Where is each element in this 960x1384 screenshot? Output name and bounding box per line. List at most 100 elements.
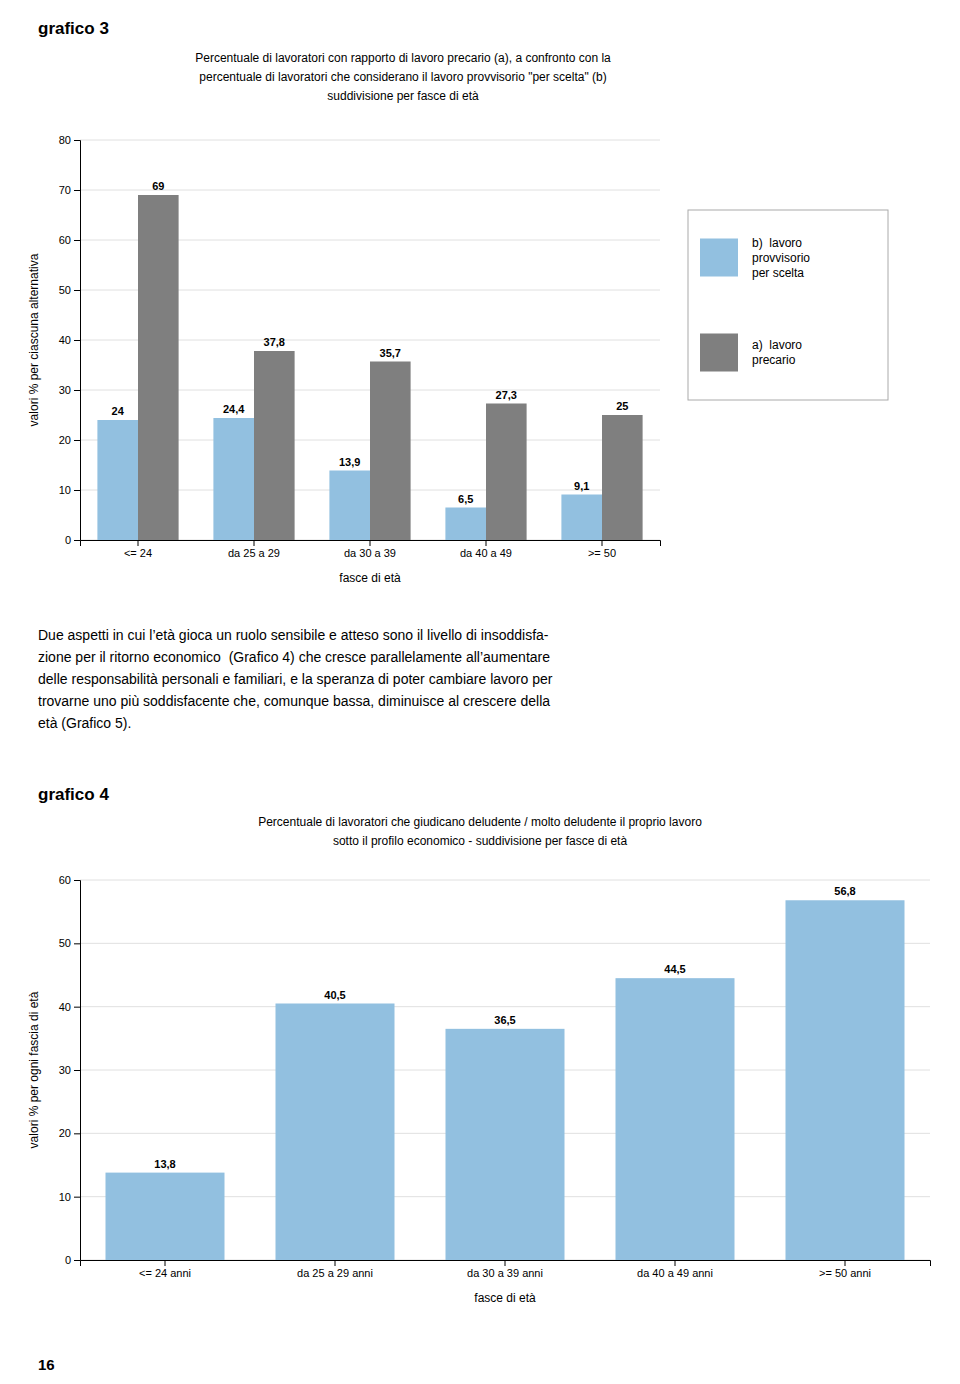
tick-label: 0 [65, 1254, 71, 1266]
tick: 10 [59, 484, 80, 496]
bars [97, 195, 642, 540]
tick-label: 20 [59, 1127, 71, 1139]
tick: 30 [59, 384, 80, 396]
tick-mark [74, 1197, 80, 1198]
tick-label: 60 [59, 234, 71, 246]
tick-mark [74, 540, 80, 541]
y-axis-title: valori % per ciascuna alternativa [27, 253, 41, 426]
tick-mark [74, 240, 80, 241]
tick-label: 40 [59, 334, 71, 346]
page: grafico 3 Percentuale di lavoratori con r… [0, 0, 960, 1384]
chart-label: grafico 3 [38, 19, 109, 38]
data-label: 24 [112, 405, 125, 417]
tick-mark [74, 1133, 80, 1134]
tick: 60 [59, 874, 80, 886]
text-line: delle responsabilità personali e familia… [38, 671, 553, 687]
tick-mark [74, 390, 80, 391]
tick: da 40 a 49 anni [637, 1260, 713, 1279]
text-line: percentuale di lavoratori che consideran… [199, 70, 606, 84]
tick-mark [74, 1260, 80, 1261]
bar [445, 508, 486, 541]
data-label: 27,3 [496, 389, 517, 401]
tick: 40 [59, 1001, 80, 1013]
tick-mark [74, 190, 80, 191]
tick-mark [675, 1260, 676, 1266]
text-line: a) lavoro [752, 338, 802, 352]
tick-label: 60 [59, 874, 71, 886]
data-label: 13,8 [154, 1158, 175, 1170]
text-line: trovarne uno più soddisfacente che, comu… [38, 693, 550, 709]
bar [370, 362, 411, 541]
tick-label: 50 [59, 937, 71, 949]
tick-label: 70 [59, 184, 71, 196]
grid [80, 140, 660, 540]
bar [786, 900, 905, 1260]
tick-label: da 25 a 29 anni [297, 1267, 373, 1279]
y-axis: 01020304050607080 [59, 134, 81, 546]
chart-title: Percentuale di lavoratori che giudicano … [258, 815, 702, 848]
data-label: 40,5 [324, 989, 345, 1001]
axis-line [74, 881, 81, 1261]
bar [213, 418, 254, 540]
axis-line [81, 541, 661, 547]
tick-mark [74, 490, 80, 491]
data-label: 9,1 [574, 480, 589, 492]
text-line: suddivisione per fasce di età [327, 89, 479, 103]
text-line: per scelta [752, 266, 804, 280]
bar [97, 420, 138, 540]
bar [561, 495, 602, 541]
legend-box [688, 210, 888, 400]
legend-label: a) lavoroprecario [752, 338, 802, 367]
tick: 50 [59, 284, 80, 296]
tick-label: 30 [59, 384, 71, 396]
x-axis: <= 24da 25 a 29da 30 a 39da 40 a 49>= 50 [81, 540, 661, 559]
tick-mark [74, 880, 80, 881]
axis-line [81, 1261, 931, 1267]
bar [138, 195, 179, 540]
tick: 10 [59, 1191, 80, 1203]
y-axis-title: valori % per ogni fascia di età [27, 991, 41, 1148]
text-line: b) lavoro [752, 236, 802, 250]
tick-label: da 30 a 39 [344, 547, 396, 559]
paragraph: Due aspetti in cui l’età gioca un ruolo … [38, 627, 553, 731]
tick-mark [845, 1260, 846, 1266]
tick: da 25 a 29 anni [297, 1260, 373, 1279]
x-axis-title: fasce di età [339, 571, 401, 585]
tick: 50 [59, 937, 80, 949]
data-label: 44,5 [664, 963, 685, 975]
bar [602, 415, 643, 540]
data-labels: 13,8 40,5 36,5 44,5 56,8 [154, 885, 855, 1169]
chart-1: grafico 4Percentuale di lavoratori che g… [27, 785, 931, 1305]
tick: da 30 a 39 [344, 540, 396, 559]
legend-label: b) lavoroprovvisorioper scelta [752, 236, 810, 280]
tick: 80 [59, 134, 80, 146]
bar [276, 1004, 395, 1261]
legend-swatch [700, 239, 738, 277]
data-label: 24,4 [223, 403, 245, 415]
tick: 60 [59, 234, 80, 246]
bar [254, 351, 295, 540]
tick: da 25 a 29 [228, 540, 280, 559]
tick-label: <= 24 anni [139, 1267, 191, 1279]
text-line: Percentuale di lavoratori con rapporto d… [195, 51, 611, 65]
tick-label: 40 [59, 1001, 71, 1013]
text-line: Percentuale di lavoratori che giudicano … [258, 815, 702, 829]
text-line: sotto il profilo economico - suddivision… [333, 834, 627, 848]
data-label: 56,8 [834, 885, 855, 897]
chart-title: Percentuale di lavoratori con rapporto d… [195, 51, 611, 103]
tick-mark [486, 540, 487, 546]
tick: 20 [59, 1127, 80, 1139]
tick-mark [254, 540, 255, 546]
data-labels: 2424,413,96,59,16937,835,727,325 [112, 180, 629, 505]
tick-label: <= 24 [124, 547, 152, 559]
tick-label: 0 [65, 534, 71, 546]
legend: b) lavoroprovvisorioper sceltaa) lavorop… [688, 210, 888, 400]
tick-label: da 40 a 49 anni [637, 1267, 713, 1279]
data-label: 13,9 [339, 456, 360, 468]
chart-0: grafico 3 Percentuale di lavoratori con r… [27, 19, 888, 585]
grid-line [80, 880, 930, 881]
data-label: 36,5 [494, 1014, 515, 1026]
tick-label: >= 50 anni [819, 1267, 871, 1279]
tick: 40 [59, 334, 80, 346]
tick-mark [138, 540, 139, 546]
